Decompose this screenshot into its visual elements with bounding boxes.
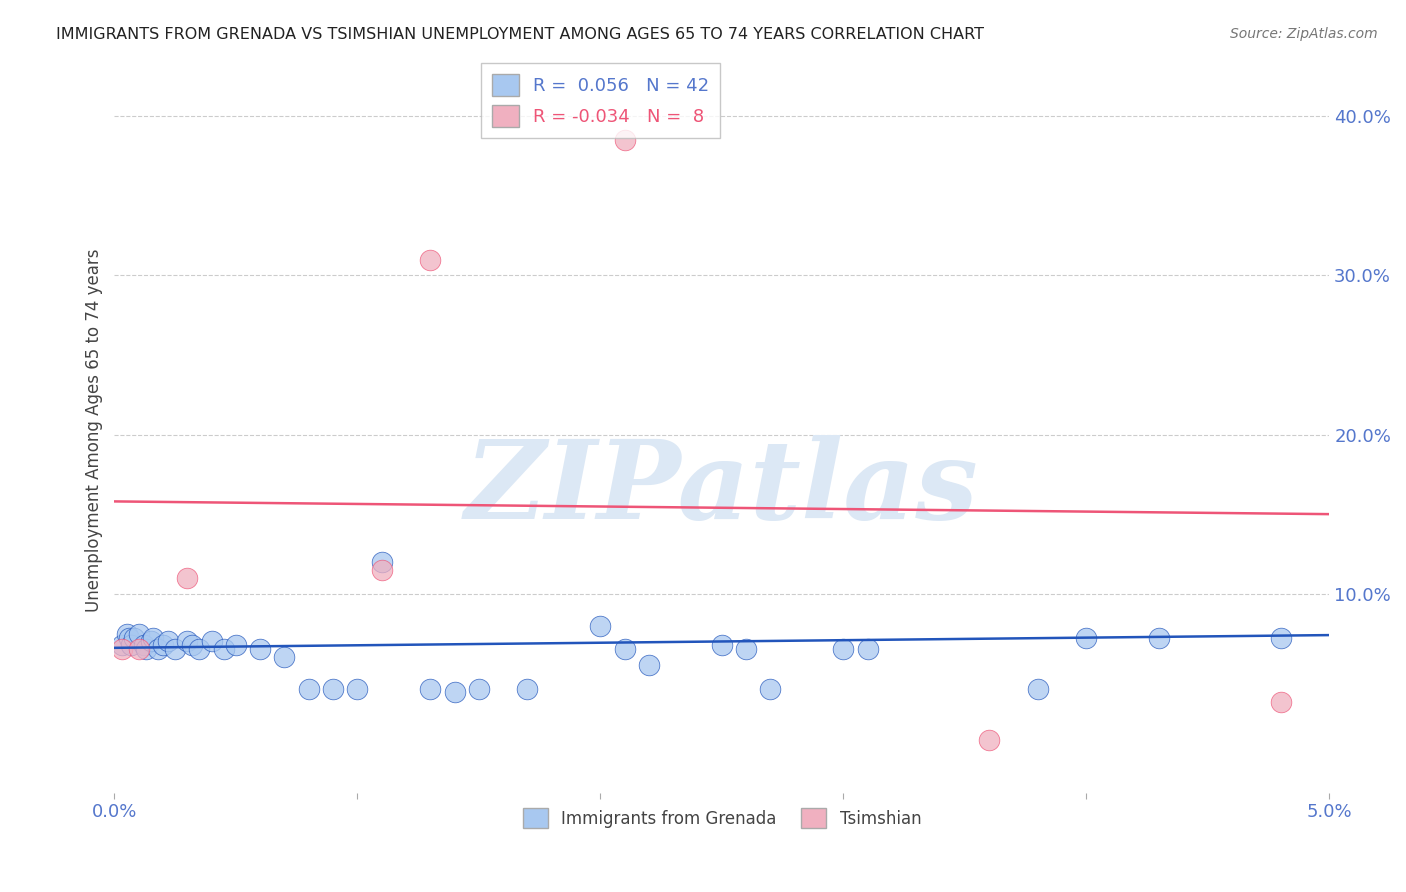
Point	[273, 650, 295, 665]
Point	[370, 563, 392, 577]
Point	[181, 638, 204, 652]
Point	[710, 638, 733, 652]
Point	[638, 658, 661, 673]
Point	[613, 133, 636, 147]
Point	[152, 638, 174, 652]
Point	[370, 555, 392, 569]
Point	[977, 733, 1000, 747]
Text: ZIPatlas: ZIPatlas	[465, 434, 979, 542]
Text: Source: ZipAtlas.com: Source: ZipAtlas.com	[1230, 27, 1378, 41]
Point	[1147, 632, 1170, 646]
Point	[139, 634, 162, 648]
Point	[111, 638, 134, 652]
Point	[111, 642, 134, 657]
Text: IMMIGRANTS FROM GRENADA VS TSIMSHIAN UNEMPLOYMENT AMONG AGES 65 TO 74 YEARS CORR: IMMIGRANTS FROM GRENADA VS TSIMSHIAN UNE…	[56, 27, 984, 42]
Point	[115, 626, 138, 640]
Point	[212, 642, 235, 657]
Point	[120, 638, 142, 652]
Point	[443, 685, 465, 699]
Point	[832, 642, 855, 657]
Point	[128, 626, 150, 640]
Point	[613, 642, 636, 657]
Point	[122, 632, 145, 646]
Point	[249, 642, 271, 657]
Point	[146, 642, 169, 657]
Point	[419, 252, 441, 267]
Point	[759, 682, 782, 697]
Point	[735, 642, 758, 657]
Point	[468, 682, 491, 697]
Point	[165, 642, 187, 657]
Point	[200, 634, 222, 648]
Point	[128, 642, 150, 657]
Point	[118, 632, 141, 646]
Point	[142, 632, 165, 646]
Point	[1076, 632, 1098, 646]
Point	[176, 634, 198, 648]
Point	[856, 642, 879, 657]
Point	[298, 682, 321, 697]
Point	[419, 682, 441, 697]
Point	[135, 642, 157, 657]
Point	[225, 638, 247, 652]
Point	[176, 571, 198, 585]
Point	[346, 682, 368, 697]
Point	[1270, 695, 1292, 709]
Y-axis label: Unemployment Among Ages 65 to 74 years: Unemployment Among Ages 65 to 74 years	[86, 249, 103, 612]
Point	[322, 682, 344, 697]
Point	[589, 618, 612, 632]
Point	[132, 638, 155, 652]
Legend: Immigrants from Grenada, Tsimshian: Immigrants from Grenada, Tsimshian	[516, 801, 928, 835]
Point	[1026, 682, 1049, 697]
Point	[156, 634, 179, 648]
Point	[1270, 632, 1292, 646]
Point	[188, 642, 211, 657]
Point	[516, 682, 538, 697]
